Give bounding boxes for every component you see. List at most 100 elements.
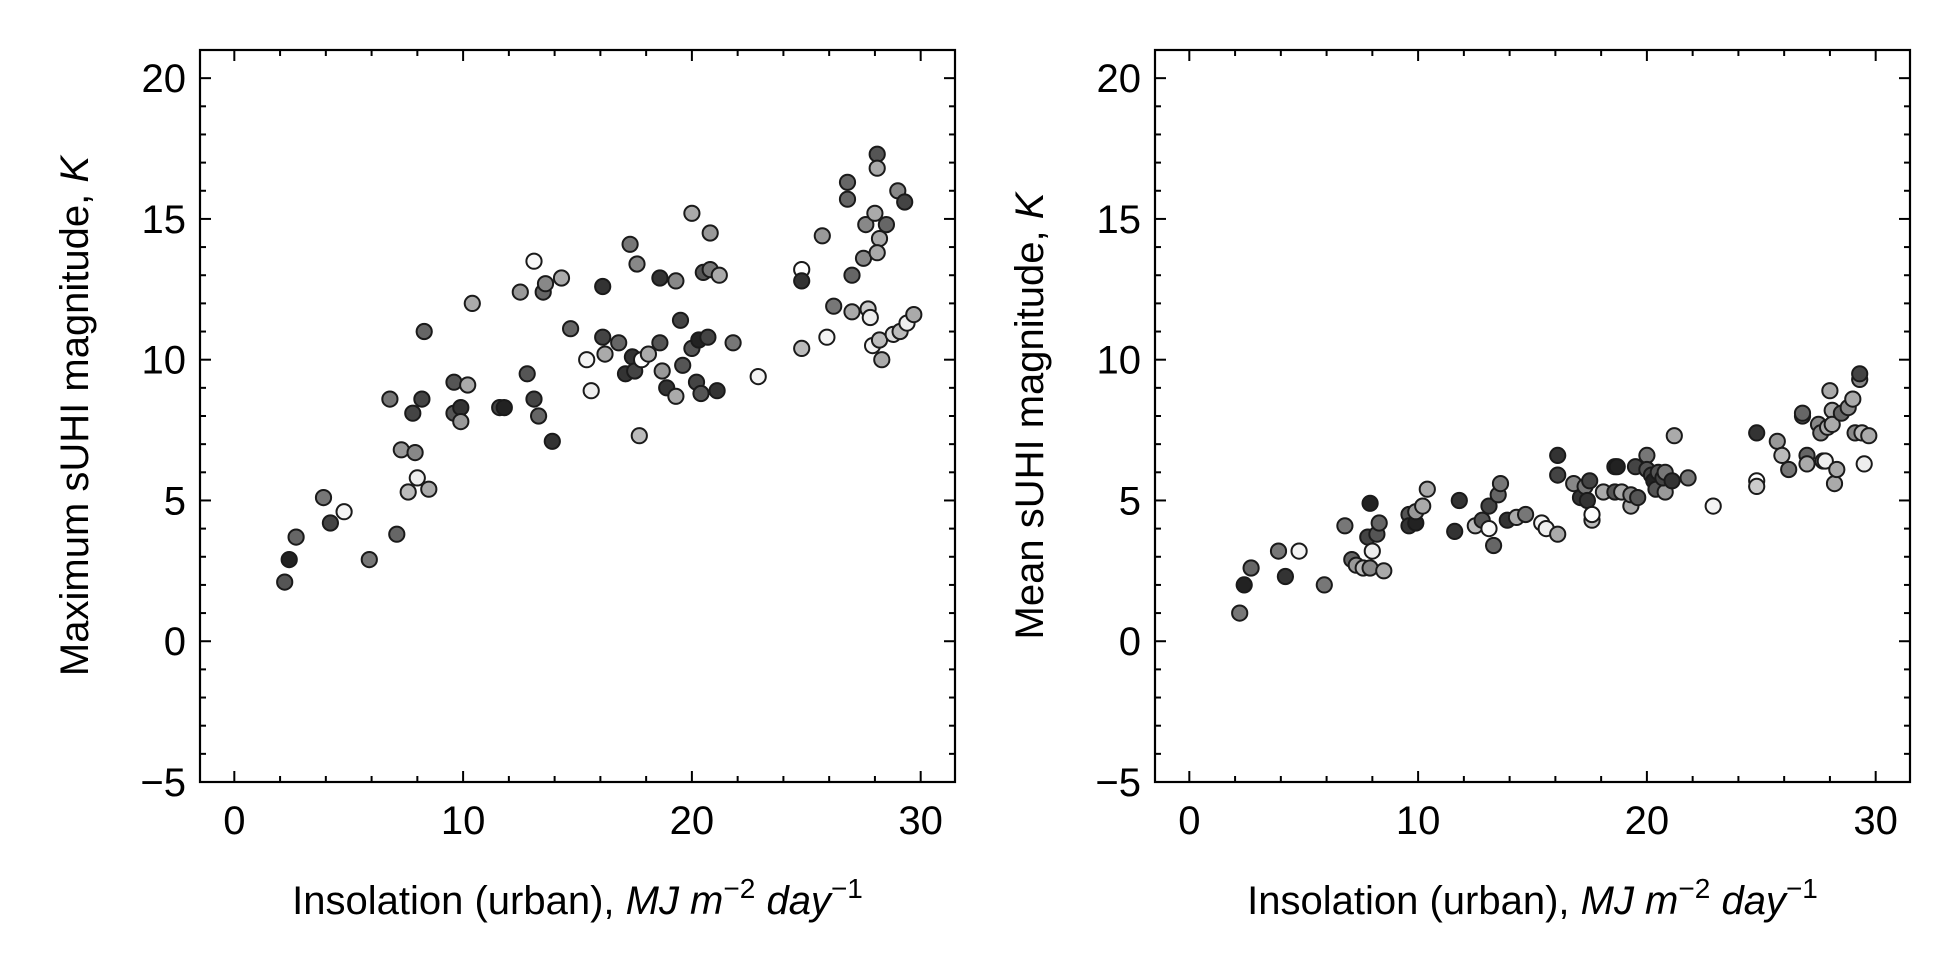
data-point (1860, 427, 1878, 445)
y-tick-label: 0 (1119, 620, 1141, 664)
data-point (578, 351, 596, 369)
x-tick-label: 0 (223, 799, 245, 843)
x-tick-label: 20 (1625, 799, 1670, 843)
data-point (392, 441, 410, 459)
data-point (1855, 455, 1873, 473)
data-point (1485, 536, 1503, 555)
data-point (582, 382, 600, 400)
y-tick-label: −5 (140, 761, 186, 805)
data-point (628, 255, 646, 273)
data-point (710, 266, 728, 284)
data-point (825, 297, 843, 315)
data-point (463, 294, 481, 312)
data-point (596, 345, 614, 363)
data-point (1748, 424, 1766, 442)
data-point (843, 266, 861, 284)
data-point (667, 387, 685, 405)
data-point (525, 252, 543, 270)
data-point (495, 399, 513, 417)
data-point (511, 283, 529, 301)
data-point (360, 551, 378, 569)
data-point (857, 216, 875, 234)
data-point (896, 193, 914, 211)
data-point (1583, 505, 1601, 524)
data-point (1315, 576, 1333, 594)
data-point (1638, 446, 1656, 464)
data-point (873, 351, 891, 369)
y-tick-label: −5 (1095, 761, 1141, 805)
data-point (399, 483, 417, 501)
data-point (793, 272, 811, 290)
data-point (877, 216, 896, 234)
y-tick-label: 5 (1119, 479, 1141, 523)
data-point (868, 145, 886, 163)
data-point (1748, 477, 1766, 495)
data-point (415, 322, 433, 341)
data-point (1361, 494, 1379, 512)
data-point (699, 328, 717, 346)
data-point (1581, 472, 1599, 490)
data-point (674, 356, 692, 374)
data-point (1821, 382, 1839, 400)
y-tick-label: 10 (142, 339, 187, 383)
data-point (1549, 466, 1567, 484)
data-point (1549, 525, 1567, 543)
panel-mean-suhi: 0 10 20 30 −5 0 5 10 15 20 Insolation (urban), MJ … (1008, 48, 1912, 923)
data-point (1793, 404, 1812, 422)
data-point (651, 334, 669, 352)
data-point (1780, 460, 1798, 479)
data-point (1491, 475, 1510, 493)
data-point (749, 368, 767, 386)
data-point (518, 365, 536, 383)
data-point (843, 303, 861, 321)
y-tick-label: 20 (1097, 57, 1142, 101)
data-point (1414, 497, 1432, 515)
data-points (1231, 365, 1878, 622)
data-point (1665, 427, 1683, 445)
data-point (335, 503, 353, 521)
data-point (388, 525, 406, 543)
data-point (1704, 497, 1722, 515)
data-point (562, 320, 580, 338)
data-point (861, 308, 879, 327)
data-point (445, 373, 463, 391)
data-point (1290, 542, 1308, 560)
y-axis-label: Maximum sUHI magnitude, K (53, 154, 97, 676)
ticks (1155, 49, 1910, 783)
panel-maximum-suhi: 0 10 20 30 −5 0 5 10 15 20 Insolation (urban), MJ … (53, 48, 957, 923)
data-point (870, 230, 889, 248)
data-point (866, 204, 884, 222)
data-point (671, 311, 690, 329)
x-tick-label: 20 (670, 799, 715, 843)
data-point (667, 272, 685, 290)
data-point (287, 528, 305, 546)
data-point (1844, 390, 1862, 408)
data-point (321, 514, 339, 532)
data-point (610, 334, 628, 352)
data-point (868, 159, 886, 177)
data-point (708, 382, 726, 400)
data-point (1828, 460, 1846, 479)
data-point (1276, 567, 1295, 586)
data-point (868, 244, 886, 262)
data-point (838, 173, 857, 191)
data-point (1816, 452, 1834, 470)
data-point (630, 427, 648, 445)
data-point (1768, 432, 1786, 450)
data-point (280, 551, 298, 569)
data-point (905, 306, 923, 324)
data-point (543, 432, 561, 450)
data-point (692, 384, 710, 403)
data-point (621, 235, 639, 253)
y-tick-label: 10 (1097, 339, 1142, 383)
data-point (1363, 542, 1381, 560)
x-axis-label: Insolation (urban), MJ m−2 day−1 (292, 873, 863, 923)
data-point (1679, 469, 1697, 487)
data-point (701, 224, 719, 242)
data-point (1242, 559, 1260, 577)
data-point (1446, 522, 1464, 541)
x-tick-label: 30 (1853, 799, 1898, 843)
data-point (1235, 576, 1253, 594)
data-point (1269, 542, 1288, 560)
